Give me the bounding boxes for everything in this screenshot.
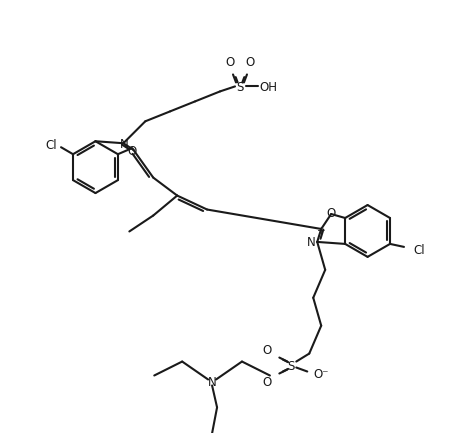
Text: O: O xyxy=(226,56,235,69)
Text: S: S xyxy=(288,359,295,372)
Text: O⁻: O⁻ xyxy=(314,367,329,380)
Text: O: O xyxy=(245,56,255,69)
Text: O: O xyxy=(326,206,336,219)
Text: O: O xyxy=(263,375,272,388)
Text: S: S xyxy=(236,81,244,94)
Text: N: N xyxy=(208,375,217,388)
Text: O: O xyxy=(263,343,272,356)
Text: N: N xyxy=(306,236,315,249)
Text: OH: OH xyxy=(259,81,277,94)
Text: N: N xyxy=(120,138,129,151)
Text: Cl: Cl xyxy=(413,244,425,257)
Text: Cl: Cl xyxy=(45,138,57,151)
Text: O: O xyxy=(127,145,136,158)
Text: +: + xyxy=(317,225,325,235)
